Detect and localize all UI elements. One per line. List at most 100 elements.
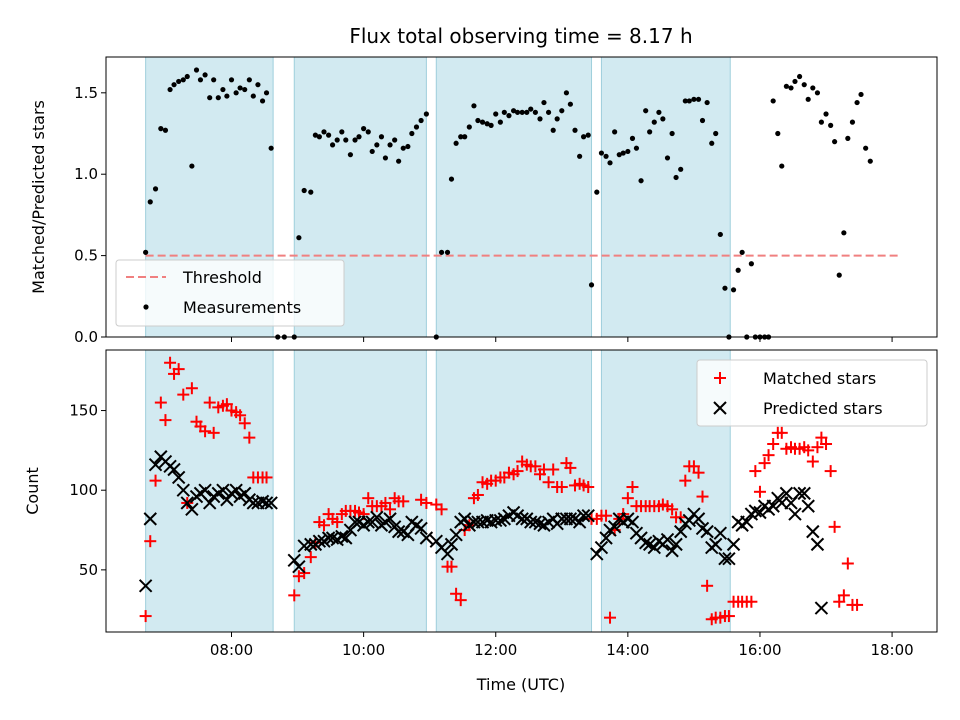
bottom-ylabel: Count: [23, 467, 42, 515]
predicted-star-point: [528, 515, 543, 529]
measurement-point: [334, 137, 340, 143]
matched-star-point: [542, 476, 555, 489]
measurement-point: [453, 140, 459, 146]
measurement-point: [841, 230, 847, 236]
matched-star-point: [445, 560, 458, 573]
matched-star-point: [304, 551, 317, 564]
predicted-star-point: [493, 513, 508, 528]
matched-star-point: [331, 516, 344, 529]
matched-star-point: [362, 492, 375, 505]
y-tick-label: 1.0: [74, 165, 98, 183]
measurement-point: [823, 111, 829, 117]
predicted-star-point: [138, 579, 153, 593]
matched-star-point: [397, 495, 410, 508]
matched-star-point: [207, 426, 220, 439]
measurement-point: [598, 150, 605, 156]
measurement-point: [739, 249, 745, 255]
matched-star-point: [450, 587, 463, 600]
measurement-point: [475, 117, 481, 124]
measurement-point: [339, 129, 345, 135]
measurements-legend-swatch: [143, 304, 149, 310]
measurement-point: [193, 67, 200, 73]
predicted-star-point: [814, 601, 829, 615]
measurement-point: [501, 109, 507, 115]
matched-star-point: [564, 461, 577, 474]
measurement-point: [735, 267, 741, 273]
predicted-star-point: [660, 532, 675, 547]
matched-star-point: [701, 579, 714, 592]
predicted-star-point: [292, 559, 306, 574]
measurement-point: [479, 119, 486, 125]
predicted-star-point: [383, 512, 397, 526]
predicted-star-point: [414, 521, 428, 536]
measurement-point: [171, 82, 177, 88]
measurement-point: [563, 90, 570, 96]
predicted-star-point: [563, 512, 578, 526]
measurement-point: [528, 106, 534, 112]
measurement-point: [152, 186, 159, 192]
measurement-point: [189, 163, 195, 169]
measurement-point: [779, 163, 785, 169]
measurement-point: [413, 124, 420, 130]
measurement-point: [845, 135, 851, 141]
measurement-point: [709, 140, 715, 146]
measurements-legend-label: Measurements: [183, 298, 301, 317]
top-legend-box: [115, 259, 345, 327]
predicted-star-point: [797, 486, 811, 501]
y-tick-label: 50: [79, 561, 98, 579]
measurement-point: [396, 158, 402, 164]
measurement-point: [462, 134, 468, 140]
matched-star-point: [243, 431, 256, 444]
matched-star-point: [555, 481, 568, 494]
matched-legend-label: Matched stars: [763, 369, 876, 388]
measurement-point: [801, 82, 807, 88]
predicted-star-point: [748, 504, 763, 518]
measurement-point: [493, 111, 499, 117]
measurement-point: [647, 129, 653, 135]
measurement-point: [263, 90, 270, 96]
x-tick-label: 08:00: [210, 641, 253, 659]
x-tick-label: 18:00: [870, 641, 913, 659]
measurement-point: [770, 98, 776, 104]
measurement-point: [625, 148, 631, 155]
matched-star-point: [806, 455, 819, 468]
measurement-point: [497, 119, 503, 125]
predicted-stars-points: [138, 450, 829, 615]
matched-star-point: [753, 485, 766, 498]
measurement-point: [775, 130, 781, 137]
measurement-point: [633, 145, 640, 151]
measurement-point: [184, 73, 190, 80]
predicted-star-point: [625, 515, 640, 529]
matched-star-point: [767, 438, 780, 450]
predicted-star-point: [312, 534, 327, 548]
measurement-point: [228, 77, 235, 83]
measurement-point: [197, 77, 204, 83]
measurement-point: [664, 155, 671, 161]
predicted-star-point: [599, 531, 613, 545]
x-tick-label: 14:00: [606, 641, 649, 659]
matched-star-point: [454, 594, 467, 607]
measurement-point: [585, 132, 591, 138]
measurement-point: [296, 235, 302, 241]
predicted-star-point: [638, 536, 653, 550]
top-legend: Threshold Measurements: [115, 259, 345, 327]
matched-star-point: [762, 449, 775, 462]
matched-star-point: [837, 589, 850, 602]
matched-star-point: [529, 460, 542, 473]
matched-star-point: [260, 471, 273, 484]
y-tick-label: 150: [69, 402, 98, 420]
predicted-star-point: [171, 470, 186, 485]
measurement-point: [603, 153, 609, 159]
measurement-point: [594, 189, 600, 195]
measurement-point: [580, 134, 587, 140]
measurement-point: [158, 126, 164, 132]
predicted-star-point: [665, 544, 679, 558]
matched-star-point: [139, 610, 152, 623]
measurement-point: [867, 158, 873, 164]
predicted-star-point: [229, 483, 243, 497]
predicted-star-point: [440, 547, 455, 561]
measurement-point: [162, 127, 169, 133]
predicted-star-point: [691, 512, 706, 526]
predicted-star-point: [806, 524, 820, 539]
measurement-point: [722, 285, 728, 291]
